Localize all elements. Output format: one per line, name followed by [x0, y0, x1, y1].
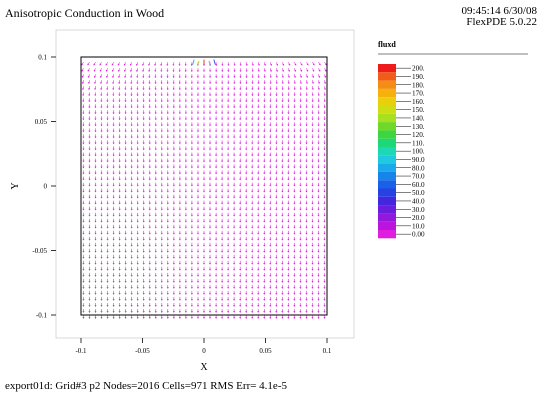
chart-title: Anisotropic Conduction in Wood — [5, 6, 165, 20]
legend-label: 200. — [412, 65, 425, 73]
timestamp: 09:45:14 6/30/08 — [461, 5, 537, 17]
legend-label: 70.0 — [412, 173, 425, 181]
legend-swatch — [378, 97, 396, 106]
version-label: FlexPDE 5.0.22 — [466, 16, 537, 28]
domain-boundary — [80, 56, 328, 316]
peak-vector — [208, 60, 211, 66]
vector-field — [81, 59, 327, 319]
legend-swatch — [378, 122, 396, 131]
x-axis: -0.1 -0.05 0 0.05 0.1 — [75, 338, 332, 355]
legend-label: 60.0 — [412, 181, 425, 189]
legend-swatch — [378, 205, 396, 214]
legend-swatch — [378, 64, 396, 73]
x-tick-label: 0.05 — [259, 347, 272, 355]
legend-label: 150. — [412, 106, 425, 114]
y-tick-label: 0.1 — [38, 54, 47, 62]
legend-swatch — [378, 171, 396, 181]
legend-swatch — [378, 138, 396, 147]
legend-swatch — [378, 113, 396, 123]
legend-label: 170. — [412, 90, 425, 98]
legend-label: 80.0 — [412, 164, 425, 172]
legend-swatch — [378, 80, 396, 89]
y-tick-label: -0.1 — [36, 312, 48, 320]
timestamp-block: 09:45:14 6/30/08 FlexPDE 5.0.22 — [462, 6, 537, 28]
legend-swatch — [378, 180, 396, 189]
legend-swatch — [378, 188, 396, 197]
legend-label: 30.0 — [412, 206, 425, 214]
legend-label: 20.0 — [412, 214, 425, 222]
x-tick-label: -0.05 — [135, 347, 150, 355]
legend-label: 110. — [412, 139, 425, 147]
legend-label: 10.0 — [412, 222, 425, 230]
x-tick-label: -0.1 — [75, 347, 87, 355]
legend-swatch — [378, 230, 396, 239]
y-tick-label: 0 — [44, 183, 48, 191]
legend-label: 140. — [412, 114, 425, 122]
legend-label: 160. — [412, 98, 425, 106]
legend-label: 40.0 — [412, 197, 425, 205]
peak-vector — [213, 59, 216, 65]
legend-label: 0.00 — [412, 231, 425, 239]
x-tick-label: 0 — [202, 347, 206, 355]
legend-swatch — [378, 147, 396, 156]
peak-vector — [197, 60, 200, 66]
y-axis: 0.1 0.05 0 -0.05 -0.1 — [32, 54, 56, 320]
x-axis-label: X — [200, 362, 208, 373]
legend-swatch — [378, 221, 396, 230]
legend-label: 90.0 — [412, 156, 425, 164]
legend: 200.190.180.170.160.150.140.130.120.110.… — [378, 64, 425, 239]
legend-label: 100. — [412, 148, 425, 156]
legend-swatch — [378, 130, 396, 139]
y-tick-label: 0.05 — [35, 118, 48, 126]
legend-label: 50.0 — [412, 189, 425, 197]
legend-swatch — [378, 105, 396, 114]
legend-title: fluxd — [378, 40, 396, 49]
legend-label: 130. — [412, 123, 425, 131]
plot-frame — [55, 29, 355, 339]
legend-label: 120. — [412, 131, 425, 139]
y-tick-label: -0.05 — [32, 247, 47, 255]
legend-swatch — [378, 196, 396, 206]
legend-swatch — [378, 155, 396, 164]
x-tick-label: 0.1 — [323, 347, 332, 355]
y-axis-label: Y — [10, 182, 21, 189]
legend-label: 190. — [412, 73, 425, 81]
legend-swatch — [378, 72, 396, 81]
legend-swatch — [378, 213, 396, 222]
status-line: export01d: Grid#3 p2 Nodes=2016 Cells=97… — [5, 380, 287, 392]
legend-swatch — [378, 88, 396, 98]
flux-vectors — [81, 62, 327, 319]
legend-label: 180. — [412, 81, 425, 89]
peak-vector — [192, 59, 195, 65]
legend-swatch — [378, 163, 396, 172]
